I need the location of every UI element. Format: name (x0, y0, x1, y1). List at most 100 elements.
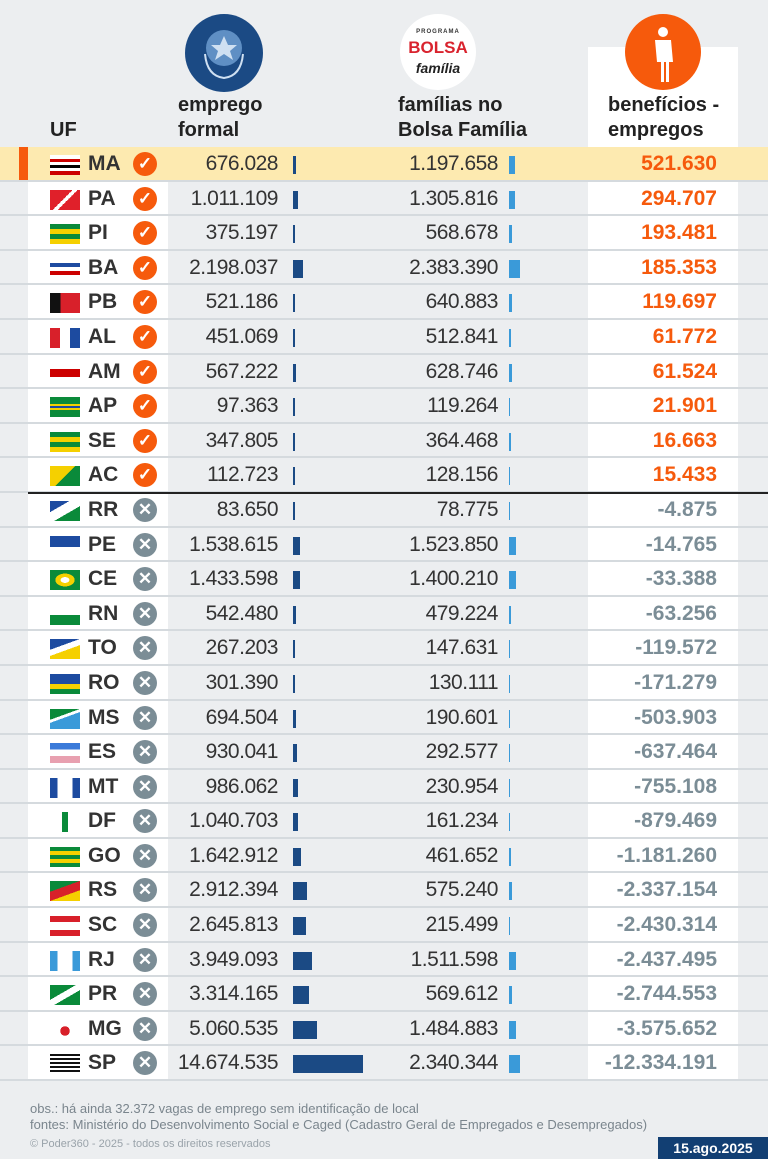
state-flag-icon (50, 639, 80, 660)
state-code: MG (88, 1016, 122, 1040)
emprego-bar (293, 813, 298, 832)
state-flag-icon (50, 743, 80, 764)
check-icon: ✓ (133, 394, 157, 419)
table-row: RJ ✕ 3.949.093 1.511.598 -2.437.495 (0, 943, 768, 978)
x-icon: ✕ (133, 878, 157, 903)
difference-value: -33.388 (645, 567, 717, 591)
bolsa-value: 479.224 (425, 601, 499, 625)
state-flag-icon (50, 535, 80, 556)
person-icon (625, 14, 701, 90)
ministry-logo (185, 14, 263, 92)
table-row: RS ✕ 2.912.394 575.240 -2.337.154 (0, 873, 768, 909)
state-flag-icon (50, 950, 80, 971)
emprego-value: 521.186 (205, 290, 279, 314)
table-row: SE ✓ 347.805 364.468 16.663 (0, 424, 768, 459)
bolsa-bar (509, 328, 512, 347)
logo-text: família (415, 60, 461, 76)
state-code: BA (88, 255, 119, 279)
difference-value: 61.524 (652, 359, 717, 383)
bolsa-bar (509, 882, 512, 901)
difference-value: 193.481 (641, 221, 717, 245)
emprego-value: 930.041 (205, 740, 279, 764)
state-flag-icon (50, 466, 80, 487)
table-row: SC ✕ 2.645.813 215.499 -2.430.314 (0, 908, 768, 943)
state-code: PI (88, 221, 108, 245)
bolsa-bar (509, 778, 511, 797)
difference-value: -2.430.314 (616, 913, 717, 937)
state-code: SE (88, 428, 117, 452)
header-line: famílias no (398, 94, 503, 116)
header-line: empregos (608, 119, 704, 141)
bolsa-bar (509, 536, 517, 555)
bolsa-bar (509, 1020, 517, 1039)
bolsa-value: 1.197.658 (409, 152, 498, 175)
table-row: PI ✓ 375.197 568.678 193.481 (0, 216, 768, 251)
emprego-value: 2.912.394 (189, 878, 278, 902)
state-code: AP (88, 394, 118, 418)
bolsa-bar (509, 501, 510, 520)
bolsa-bar (509, 813, 510, 832)
emprego-bar (293, 605, 296, 624)
emprego-value: 375.197 (205, 221, 279, 245)
header-beneficios: benefícios - empregos (608, 93, 719, 143)
bolsa-bar (509, 294, 513, 313)
state-code: PE (88, 532, 117, 556)
emprego-bar (293, 1055, 363, 1074)
emprego-bar (293, 571, 300, 590)
table-row: AC ✓ 112.723 128.156 15.433 (0, 458, 768, 493)
state-code: RO (88, 670, 120, 694)
table-row: BA ✓ 2.198.037 2.383.390 185.353 (0, 251, 768, 286)
bolsa-value: 461.652 (425, 843, 499, 867)
difference-value: 521.630 (641, 152, 717, 175)
bolsa-value: 2.340.344 (409, 1051, 498, 1075)
table-row: RR ✕ 83.650 78.775 -4.875 (0, 493, 768, 528)
bolsa-bar (509, 156, 515, 174)
difference-value: -119.572 (635, 636, 717, 660)
x-icon: ✕ (133, 1016, 157, 1041)
emprego-value: 986.062 (205, 774, 279, 798)
table-row: PA ✓ 1.011.109 1.305.816 294.707 (0, 182, 768, 217)
state-code: RS (88, 878, 118, 902)
difference-value: 15.433 (652, 463, 717, 487)
bolsa-value: 512.841 (425, 324, 499, 348)
x-icon: ✕ (133, 636, 157, 661)
difference-value: -879.469 (634, 809, 717, 833)
emprego-value: 542.480 (205, 601, 279, 625)
bolsa-value: 119.264 (427, 394, 498, 418)
emprego-value: 14.674.535 (177, 1051, 279, 1075)
state-flag-icon (50, 985, 80, 1006)
bolsa-value: 1.305.816 (409, 186, 498, 210)
emprego-bar (293, 744, 298, 763)
emprego-value: 567.222 (205, 359, 279, 383)
state-code: SP (88, 1051, 117, 1075)
emprego-bar (293, 778, 298, 797)
emprego-bar (293, 501, 295, 520)
emprego-value: 347.805 (205, 428, 279, 452)
state-flag-icon (50, 604, 80, 625)
difference-value: -503.903 (634, 705, 717, 729)
state-code: PB (88, 290, 118, 314)
emprego-bar (293, 328, 296, 347)
table-row: ES ✕ 930.041 292.577 -637.464 (0, 735, 768, 770)
bolsa-bar (509, 847, 512, 866)
check-icon: ✓ (133, 186, 157, 211)
header-line: Bolsa Família (398, 119, 527, 141)
header-line: benefícios - (608, 94, 720, 116)
x-icon: ✕ (133, 567, 157, 592)
bolsa-bar (509, 225, 512, 244)
state-flag-icon (50, 916, 80, 937)
state-flag-icon (50, 570, 80, 591)
emprego-value: 1.433.598 (189, 567, 278, 591)
emprego-bar (293, 674, 295, 693)
state-flag-icon (50, 224, 80, 245)
bolsa-bar (509, 259, 521, 278)
bolsa-bar (509, 917, 511, 936)
bolsa-bar (509, 467, 510, 486)
difference-value: -4.875 (657, 497, 717, 521)
state-code: AC (88, 463, 119, 487)
bolsa-value: 1.484.883 (409, 1016, 498, 1040)
bolsa-bar (509, 1055, 521, 1074)
check-icon: ✓ (133, 428, 157, 453)
check-icon: ✓ (133, 463, 157, 488)
difference-value: -63.256 (645, 601, 717, 625)
